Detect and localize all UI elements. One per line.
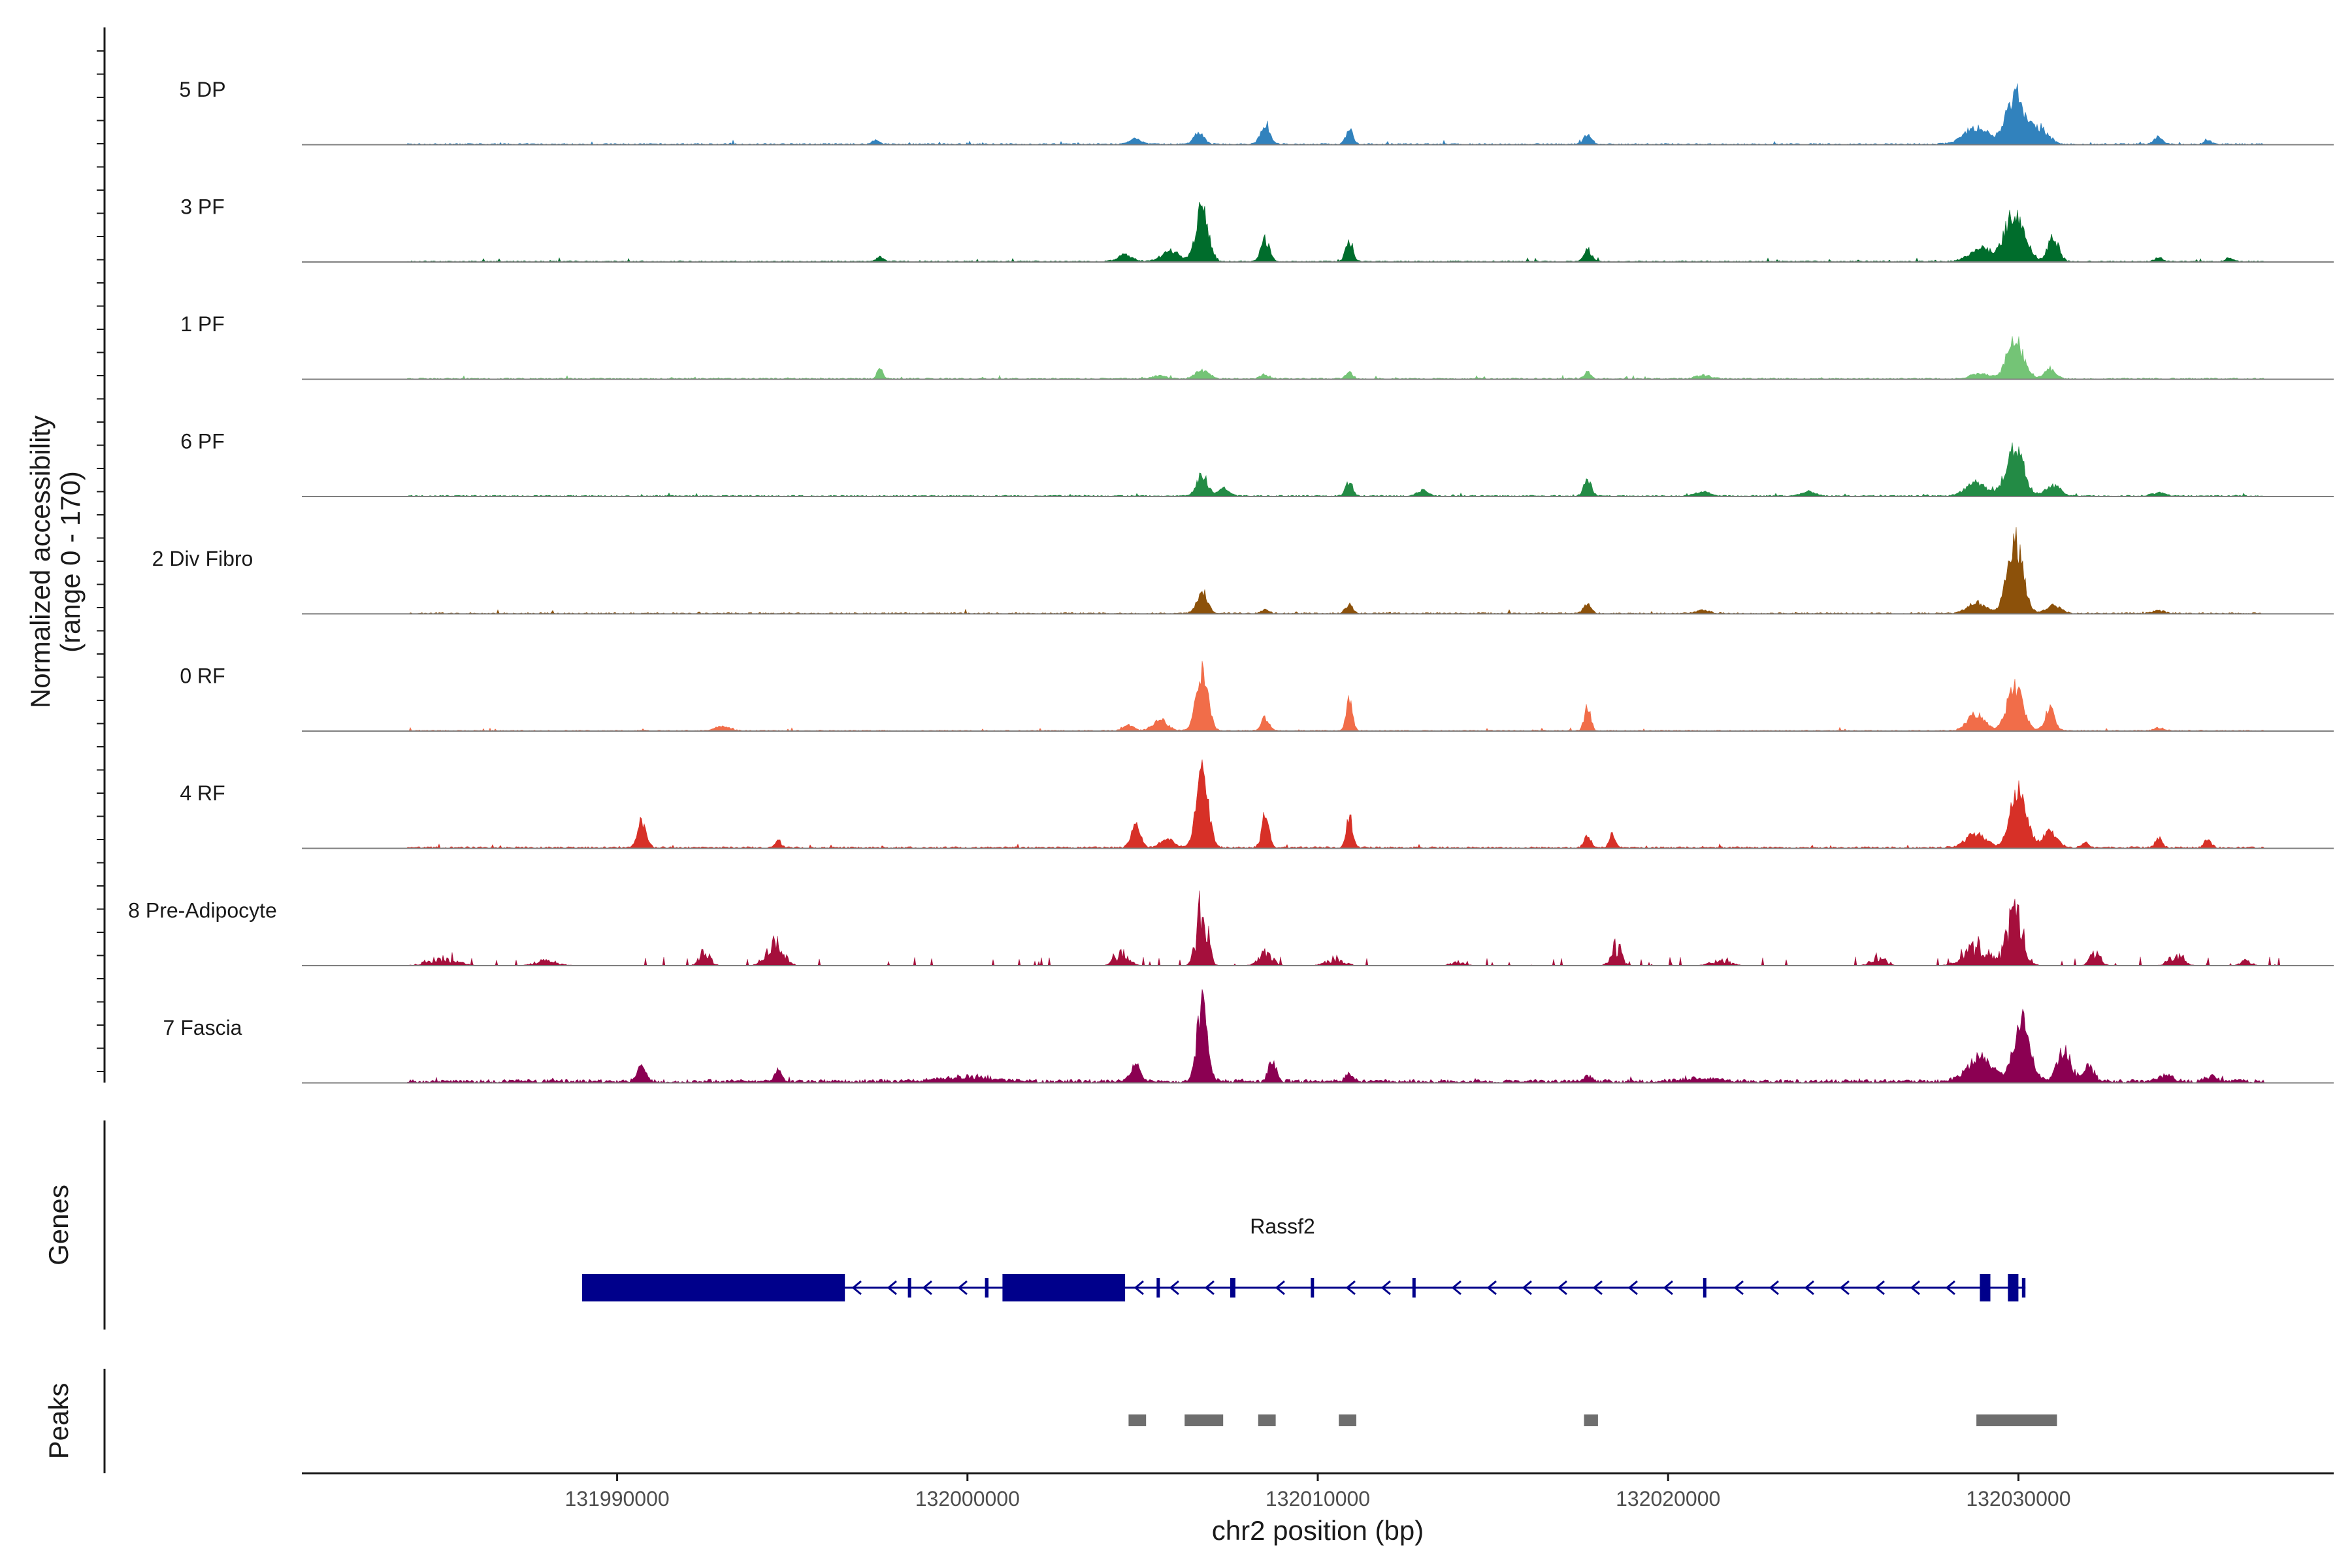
strand-arrow (1769, 1280, 1779, 1296)
coverage-track: 4 RF (180, 759, 2334, 849)
strand-arrow (922, 1280, 932, 1296)
coverage-area (302, 661, 2334, 732)
peak-track (1128, 1414, 2057, 1426)
coverage-area (302, 336, 2334, 380)
coverage-track: 1 PF (180, 312, 2334, 380)
coverage-y-ticks (97, 50, 105, 1072)
strand-arrow (957, 1280, 968, 1296)
track-label: 0 RF (180, 664, 225, 688)
coverage-area (302, 890, 2334, 966)
strand-arrow (1486, 1280, 1497, 1296)
gene-track (581, 1274, 2026, 1301)
track-label: 8 Pre-Adipocyte (128, 899, 277, 923)
track-label: 1 PF (180, 312, 225, 336)
coverage-track: 8 Pre-Adipocyte (128, 890, 2334, 966)
coverage-track: 6 PF (180, 430, 2334, 497)
strand-arrow (1557, 1280, 1567, 1296)
track-label: 7 Fascia (163, 1016, 242, 1039)
track-label: 5 DP (179, 78, 225, 101)
track-label: 3 PF (180, 195, 225, 219)
coverage-track: 2 Div Fibro (152, 527, 2334, 615)
strand-arrow (1874, 1280, 1885, 1296)
strand-arrow (1627, 1280, 1638, 1296)
strand-arrow (1945, 1280, 1955, 1296)
peak-region (1258, 1414, 1276, 1426)
gene-exon (1980, 1274, 1991, 1301)
x-tick-label: 132030000 (1966, 1487, 2070, 1511)
track-label: 2 Div Fibro (152, 547, 253, 570)
coverage-tracks: 5 DP 3 PF 1 PF 6 PF 2 Div Fibro 0 RF 4 RF 8 Pre… (128, 78, 2334, 1084)
strand-arrow (1380, 1280, 1391, 1296)
y-axis-title-line1: Normalized accessibility (25, 416, 56, 708)
strand-arrow (1451, 1280, 1462, 1296)
peak-region (1184, 1414, 1224, 1426)
y-axis-title-line2: (range 0 - 170) (55, 471, 86, 653)
coverage-area (302, 989, 2334, 1084)
coverage-track: 7 Fascia (163, 989, 2334, 1084)
coverage-area (302, 442, 2334, 497)
strand-arrow (1204, 1280, 1215, 1296)
x-tick-label: 132000000 (915, 1487, 1020, 1511)
peak-region (1584, 1414, 1598, 1426)
strand-arrow (1910, 1280, 1920, 1296)
x-axis-ticks: 131990000 132000000 132010000 132020000 1320… (565, 1473, 2070, 1511)
track-label: 6 PF (180, 430, 225, 453)
coverage-track: 5 DP (179, 78, 2334, 146)
strand-arrow (1345, 1280, 1356, 1296)
peak-region (1976, 1414, 2057, 1426)
strand-arrow (1134, 1280, 1144, 1296)
gene-exon (2008, 1274, 2019, 1301)
gene-exon (1002, 1274, 1126, 1301)
strand-arrow (1275, 1280, 1285, 1296)
track-label: 4 RF (180, 781, 225, 805)
strand-arrow (1169, 1280, 1179, 1296)
strand-arrow (1839, 1280, 1850, 1296)
gene-exon (582, 1274, 845, 1301)
gene-exon (1230, 1278, 1235, 1298)
gene-exon (2021, 1278, 2026, 1298)
peak-region (1339, 1414, 1356, 1426)
strand-arrow (851, 1280, 862, 1296)
strand-arrow (1592, 1280, 1603, 1296)
coverage-track: 0 RF (180, 661, 2334, 732)
gene-exon (1412, 1278, 1416, 1298)
coverage-area (302, 527, 2334, 614)
strand-arrow (1522, 1280, 1532, 1296)
strand-arrow (1804, 1280, 1814, 1296)
strand-arrow (1733, 1280, 1744, 1296)
coverage-track: 3 PF (180, 195, 2334, 263)
coverage-area (302, 201, 2334, 263)
x-tick-label: 131990000 (565, 1487, 670, 1511)
y-axis-title: Normalized accessibility (range 0 - 170) (25, 416, 86, 708)
peak-region (1128, 1414, 1147, 1426)
strand-arrow (1663, 1280, 1673, 1296)
x-tick-label: 132010000 (1266, 1487, 1370, 1511)
gene-exon (1703, 1278, 1707, 1298)
genes-panel-title: Genes (43, 1184, 74, 1266)
coverage-area (302, 759, 2334, 849)
strand-arrow (887, 1280, 897, 1296)
gene-name-label: Rassf2 (1250, 1215, 1315, 1238)
gene-exon (907, 1278, 911, 1298)
peaks-panel-title: Peaks (43, 1383, 74, 1460)
gene-exon (1311, 1278, 1315, 1298)
x-tick-label: 132020000 (1616, 1487, 1720, 1511)
gene-exon (985, 1278, 988, 1298)
x-axis-title: chr2 position (bp) (1212, 1515, 1424, 1546)
gene-exon (1156, 1278, 1160, 1298)
coverage-area (302, 83, 2334, 145)
